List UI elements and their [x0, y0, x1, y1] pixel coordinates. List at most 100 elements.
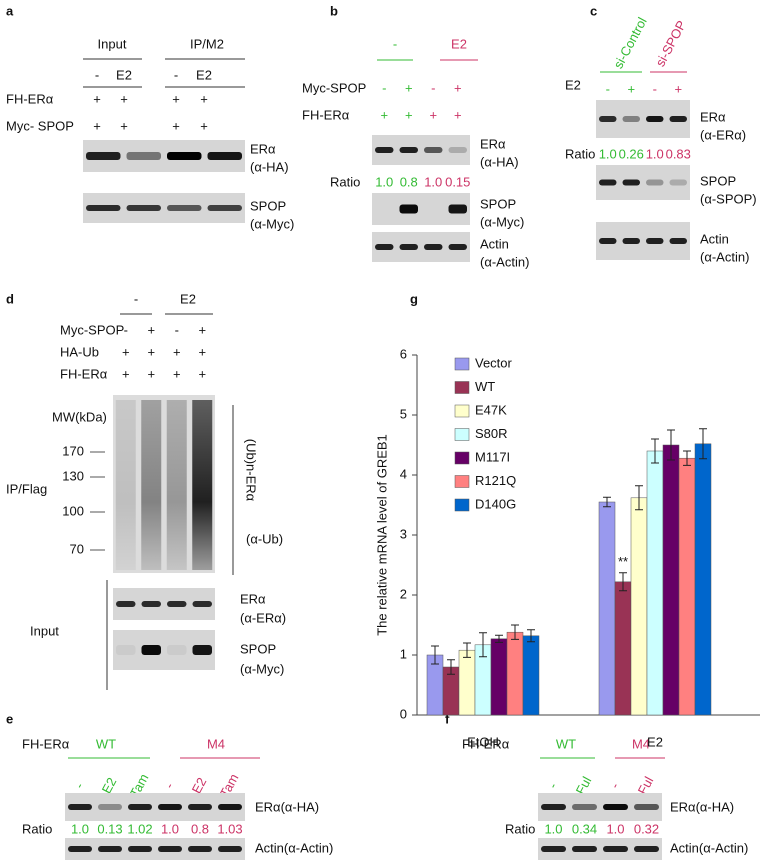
legend-swatch	[454, 498, 470, 512]
label: +	[454, 107, 462, 122]
band	[126, 152, 161, 160]
bar	[490, 638, 508, 716]
legend-label: R121Q	[475, 473, 516, 488]
label: -	[71, 780, 86, 791]
error-bar	[699, 428, 707, 460]
panel-letter: g	[410, 291, 418, 306]
blot	[65, 793, 245, 821]
label: 170	[62, 443, 84, 458]
band	[158, 804, 182, 810]
bar	[662, 444, 680, 716]
label: E2	[196, 67, 212, 82]
x-tick-label: EtOH	[467, 734, 499, 749]
label: +	[200, 118, 208, 133]
label: 0.26	[619, 146, 644, 161]
band	[399, 244, 418, 250]
label: (α-Myc)	[240, 661, 284, 676]
panel-letter: c	[590, 3, 597, 18]
band	[86, 152, 121, 160]
band	[116, 645, 136, 655]
label: 1.0	[375, 174, 393, 189]
label: +	[173, 344, 181, 359]
band	[599, 116, 617, 122]
panel-letter: f	[445, 711, 450, 726]
legend-label: WT	[475, 379, 495, 394]
legend-swatch	[454, 381, 470, 394]
bar	[678, 457, 696, 716]
label: M4	[207, 736, 225, 751]
label: Actin(α-Actin)	[255, 840, 333, 855]
label: Ratio	[505, 821, 535, 836]
label: ERα(α-HA)	[255, 799, 319, 814]
label: 1.0	[161, 821, 179, 836]
label: (α-Myc)	[480, 214, 524, 229]
label: +	[380, 107, 388, 122]
label: +	[198, 322, 206, 337]
label: Myc-SPOP	[60, 322, 124, 337]
band	[599, 238, 617, 244]
band	[188, 804, 212, 810]
band	[218, 804, 242, 810]
bar	[694, 443, 712, 716]
label: 70	[70, 541, 84, 556]
label: MW(kDa)	[52, 409, 107, 424]
label: 1.0	[71, 821, 89, 836]
band	[448, 147, 467, 153]
smear	[141, 400, 162, 570]
label: -	[174, 67, 178, 82]
band	[424, 244, 443, 250]
band	[646, 238, 664, 244]
band	[572, 846, 597, 852]
panel-letter: e	[6, 711, 13, 726]
error-bar	[667, 429, 675, 461]
label: 0.32	[634, 821, 659, 836]
label: 0.34	[572, 821, 597, 836]
label: 0.8	[400, 174, 418, 189]
label: E2	[565, 77, 581, 92]
band	[424, 147, 443, 153]
label: Actin	[700, 231, 729, 246]
label: (α-HA)	[250, 159, 289, 174]
label: IP/M2	[190, 36, 224, 51]
band	[622, 116, 640, 122]
label: -	[134, 291, 138, 306]
error-bar	[463, 642, 471, 658]
bar	[630, 497, 648, 716]
band	[167, 205, 202, 211]
y-tick-label: 3	[400, 526, 407, 541]
label: ERα	[700, 109, 726, 124]
label: +	[120, 91, 128, 106]
label: FH-ERα	[462, 736, 510, 751]
label: +	[429, 107, 437, 122]
label: 0.8	[191, 821, 209, 836]
label: +	[93, 118, 101, 133]
label: WT	[556, 736, 576, 751]
y-tick-label: 2	[400, 586, 407, 601]
label: E2	[451, 36, 467, 51]
legend-label: M117I	[475, 449, 510, 464]
band	[98, 804, 122, 810]
band	[399, 147, 418, 153]
label: +	[173, 366, 181, 381]
label: +	[122, 344, 130, 359]
y-axis-label: The relative mRNA level of GREB1	[374, 434, 389, 636]
bar	[646, 450, 664, 716]
band	[669, 238, 687, 244]
label: +	[147, 344, 155, 359]
label: ERα	[480, 136, 506, 151]
panel-letter: a	[6, 3, 14, 18]
legend-label: D140G	[475, 496, 516, 511]
label: (α-Ub)	[246, 531, 283, 546]
label: 1.0	[424, 174, 442, 189]
panel-letter: b	[330, 3, 338, 18]
label: Ratio	[22, 821, 52, 836]
label: -	[607, 780, 622, 791]
error-bar	[431, 645, 439, 665]
label: SPOP	[700, 173, 736, 188]
smear	[192, 400, 213, 570]
band	[141, 645, 161, 655]
label: Ratio	[565, 146, 595, 161]
error-bar	[619, 572, 627, 592]
label: +	[405, 107, 413, 122]
